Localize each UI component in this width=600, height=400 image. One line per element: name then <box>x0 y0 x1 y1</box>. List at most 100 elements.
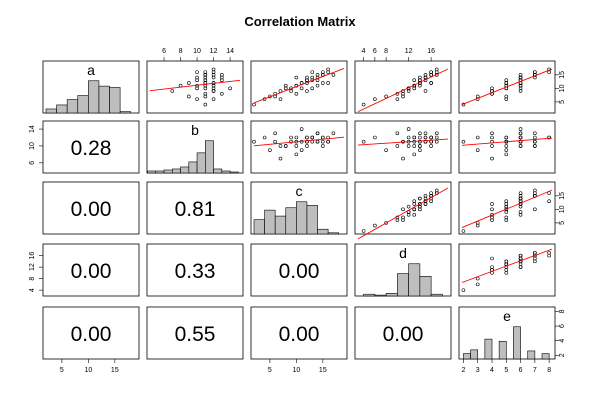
scatter-point-a-b-4 <box>170 89 175 93</box>
panel-d-e <box>458 243 556 297</box>
scatter-point-b-c-0 <box>252 139 256 144</box>
x-tick-label-d-3: 12 <box>405 48 413 55</box>
scatter-point-b-e-21 <box>504 148 509 152</box>
scatter-point-c-e-31 <box>518 204 523 209</box>
panel-c-e <box>458 181 556 235</box>
histogram-bar-c-7 <box>327 232 340 235</box>
y-tick-label-right-e-0: 2 <box>559 353 566 357</box>
scatter-point-c-d-8 <box>412 207 417 212</box>
scatter-point-c-e-30 <box>547 199 551 204</box>
histogram-bar-b-10 <box>229 171 239 174</box>
scatter-point-c-e-34 <box>490 202 494 206</box>
panel-b-e <box>458 120 556 174</box>
y-tick-label-right-e-3: 8 <box>559 309 566 313</box>
y-tick-label-left-b-1: 10 <box>29 142 36 150</box>
scatter-point-a-c-33 <box>315 83 320 88</box>
scatter-point-b-e-24 <box>518 131 523 136</box>
x-tick-label-d-1: 6 <box>373 48 377 55</box>
panel-d-a <box>42 243 140 297</box>
scatter-point-b-c-17 <box>321 144 325 148</box>
scatter-point-b-d-2 <box>384 148 388 152</box>
histogram-bar-a-0 <box>45 108 57 114</box>
histogram-bar-e-11 <box>541 353 550 360</box>
correlation-value-c-b: 0.81 <box>175 198 216 221</box>
x-tick-label-c-2: 15 <box>319 367 327 374</box>
histogram-bar-d-0 <box>363 293 376 297</box>
x-tick-label-c-1: 10 <box>292 367 300 374</box>
histogram-bar-e-3 <box>484 338 493 360</box>
scatter-point-b-d-17 <box>429 144 433 148</box>
scatter-point-b-e-5 <box>490 144 494 148</box>
scatter-point-a-c-19 <box>326 67 330 72</box>
scatter-point-c-e-35 <box>533 207 537 212</box>
scatter-point-b-c-8 <box>294 152 299 157</box>
scatter-point-a-d-30 <box>429 70 433 74</box>
scatter-point-b-d-1 <box>373 135 377 140</box>
scatter-point-b-d-24 <box>418 131 422 136</box>
x-tick-label-b-0: 6 <box>162 48 166 55</box>
scatter-point-a-d-35 <box>418 75 422 80</box>
smooth-line-b-d <box>357 138 449 146</box>
scatter-point-c-e-25 <box>490 207 494 212</box>
y-tick-label-left-b-2: 14 <box>29 125 36 133</box>
scatter-point-b-c-4 <box>278 156 283 161</box>
scatter-point-a-b-27 <box>203 73 208 77</box>
scatter-point-b-e-38 <box>533 131 537 136</box>
y-tick-label-right-a-0: 5 <box>559 100 566 104</box>
y-tick-label-left-d-3: 16 <box>29 252 36 260</box>
histogram-bar-c-2 <box>274 215 287 235</box>
scatter-point-b-d-5 <box>406 144 411 148</box>
scatter-point-a-d-32 <box>412 78 417 83</box>
panel-c-d <box>354 181 452 235</box>
scatter-point-d-e-34 <box>490 256 494 261</box>
y-tick-label-left-b-0: 6 <box>29 161 36 165</box>
scatter-point-b-d-3 <box>395 131 400 136</box>
x-tick-label-e-4: 6 <box>519 367 523 374</box>
scatter-point-a-b-35 <box>195 75 199 80</box>
scatter-point-b-c-27 <box>321 139 325 144</box>
scatter-point-b-e-23 <box>504 135 509 140</box>
histogram-bar-d-1 <box>374 294 387 297</box>
y-tick-label-left-d-2: 12 <box>29 263 36 271</box>
scatter-point-c-d-26 <box>412 212 417 217</box>
scatter-point-b-c-33 <box>315 139 320 144</box>
scatter-point-b-e-31 <box>518 127 523 131</box>
scatter-point-b-d-20 <box>406 135 411 140</box>
scatter-point-c-d-34 <box>423 202 428 206</box>
x-tick-label-b-2: 10 <box>193 48 201 55</box>
scatter-point-b-e-34 <box>490 135 494 140</box>
scatter-point-a-d-27 <box>423 73 428 77</box>
histogram-bar-a-2 <box>66 99 79 114</box>
scatter-point-b-d-23 <box>412 135 417 140</box>
scatter-point-b-e-27 <box>533 139 537 144</box>
smooth-line-b-c <box>253 136 345 147</box>
scatter-point-a-d-19 <box>434 67 439 72</box>
x-tick-label-b-4: 14 <box>226 48 234 55</box>
diagonal-label-e: e <box>503 308 511 324</box>
histogram-bar-b-7 <box>205 140 214 174</box>
x-tick-label-a-1: 10 <box>84 367 92 374</box>
y-tick-label-right-c-1: 10 <box>559 205 566 213</box>
x-tick-label-a-0: 5 <box>60 367 64 374</box>
panel-e-e <box>458 306 556 360</box>
scatter-point-d-e-38 <box>533 250 537 255</box>
histogram-bar-b-1 <box>155 170 165 174</box>
scatter-point-c-d-27 <box>423 194 428 198</box>
x-tick-label-b-3: 12 <box>210 48 218 55</box>
y-tick-label-left-d-0: 4 <box>29 288 36 292</box>
smooth-line-a-d <box>357 68 449 113</box>
scatter-point-b-c-31 <box>299 127 304 131</box>
scatter-point-c-d-33 <box>418 196 422 201</box>
scatter-point-d-e-28 <box>504 271 509 275</box>
scatter-point-b-e-36 <box>518 135 523 140</box>
scatter-point-a-e-0 <box>461 102 466 107</box>
scatter-point-a-c-23 <box>310 86 315 91</box>
x-tick-label-d-2: 8 <box>384 48 388 55</box>
scatter-point-b-c-7 <box>294 135 299 140</box>
scatter-point-a-c-25 <box>294 91 299 96</box>
panel-d-b <box>146 243 244 297</box>
scatter-point-b-c-37 <box>273 139 277 144</box>
histogram-bar-b-5 <box>188 161 198 174</box>
x-tick-label-e-0: 2 <box>461 367 465 374</box>
